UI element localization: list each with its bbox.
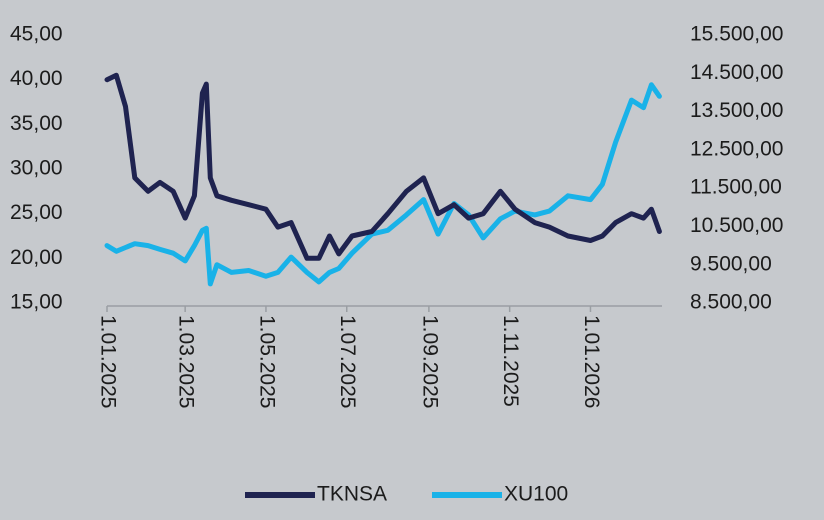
x-tick-label: 1.01.2026 — [580, 315, 603, 408]
y2-tick-label: 13.500,00 — [690, 99, 783, 122]
y2-tick-label: 9.500,00 — [690, 252, 772, 275]
y-tick-label: 25,00 — [10, 201, 63, 224]
y2-tick-label: 15.500,00 — [690, 23, 783, 46]
series-line — [104, 82, 662, 287]
x-tick-label: 1.03.2025 — [175, 315, 198, 408]
y-tick-label: 40,00 — [10, 67, 63, 90]
x-tick-label: 1.01.2025 — [96, 315, 119, 408]
y2-tick-label: 10.500,00 — [690, 214, 783, 237]
series-line — [104, 72, 662, 261]
y2-tick-label: 11.500,00 — [690, 176, 782, 199]
x-tick-label: 1.11.2025 — [499, 315, 522, 407]
legend-label: TKNSA — [317, 483, 387, 506]
y-tick-label: 30,00 — [10, 157, 63, 180]
y-tick-label: 20,00 — [10, 246, 63, 269]
y-tick-label: 15,00 — [10, 291, 63, 314]
legend-label: XU100 — [504, 483, 568, 506]
y-tick-label: 45,00 — [10, 23, 63, 46]
x-tick-label: 1.09.2025 — [418, 315, 441, 408]
y2-tick-label: 14.500,00 — [690, 61, 783, 84]
x-tick-label: 1.05.2025 — [255, 315, 278, 408]
x-tick-label: 1.07.2025 — [336, 315, 359, 408]
y-tick-label: 35,00 — [10, 112, 63, 135]
y2-tick-label: 8.500,00 — [690, 291, 772, 314]
y2-tick-label: 12.500,00 — [690, 137, 783, 160]
